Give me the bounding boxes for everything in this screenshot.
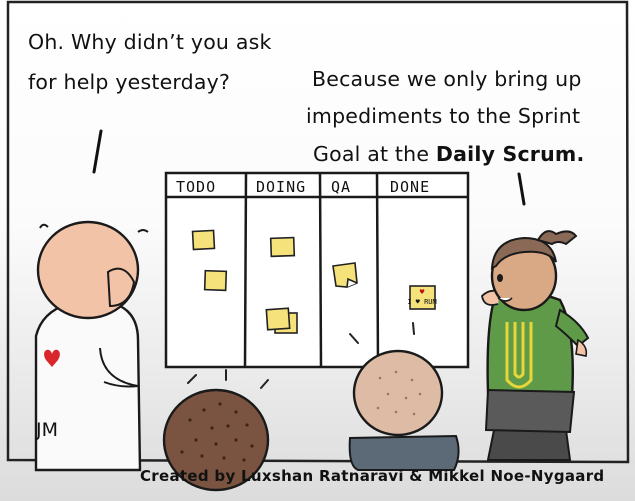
scrum-board: TODO DOING QA DONE bbox=[164, 171, 470, 369]
speech-right-line3-prefix: Goal at the bbox=[313, 142, 436, 166]
speech-left-line2: for help yesterday? bbox=[28, 70, 231, 94]
heart-icon bbox=[44, 349, 60, 367]
sticky-note-curl bbox=[346, 277, 358, 288]
column-header-done: DONE bbox=[390, 178, 430, 196]
person-left-jm: JM bbox=[34, 220, 149, 472]
sticky-notes bbox=[191, 229, 436, 334]
credit-line: Created by Luxshan Ratnaravi & Mikkel No… bbox=[140, 467, 605, 485]
sticky-note-done bbox=[409, 285, 436, 310]
column-header-doing: DOING bbox=[256, 178, 306, 196]
speech-right-line2: impediments to the Sprint bbox=[306, 104, 581, 128]
sticky-note bbox=[269, 236, 296, 258]
done-note-label: I ♥ RUM bbox=[407, 298, 437, 306]
speech-tail-right bbox=[517, 172, 526, 206]
speech-left-line1: Oh. Why didn’t you ask bbox=[28, 30, 272, 54]
shirt-initials: JM bbox=[35, 419, 58, 441]
person-front-left bbox=[162, 388, 270, 492]
speech-tail-left bbox=[92, 129, 103, 174]
sticky-note bbox=[191, 229, 216, 251]
speech-right-line3: Goal at the Daily Scrum. bbox=[313, 142, 584, 166]
attention-lines-right bbox=[349, 322, 415, 344]
attention-lines bbox=[187, 369, 269, 389]
person-right-speaker bbox=[481, 230, 590, 461]
done-note-heart: ♥ bbox=[419, 288, 425, 296]
speech-right-line3-bold: Daily Scrum. bbox=[435, 142, 585, 166]
panel-frame bbox=[6, 0, 630, 464]
person-front-right bbox=[348, 349, 460, 471]
sticky-note bbox=[265, 307, 291, 331]
sticky-note bbox=[203, 269, 228, 292]
column-header-todo: TODO bbox=[176, 178, 216, 196]
column-header-qa: QA bbox=[331, 178, 351, 196]
speech-right-line1: Because we only bring up bbox=[312, 67, 582, 91]
